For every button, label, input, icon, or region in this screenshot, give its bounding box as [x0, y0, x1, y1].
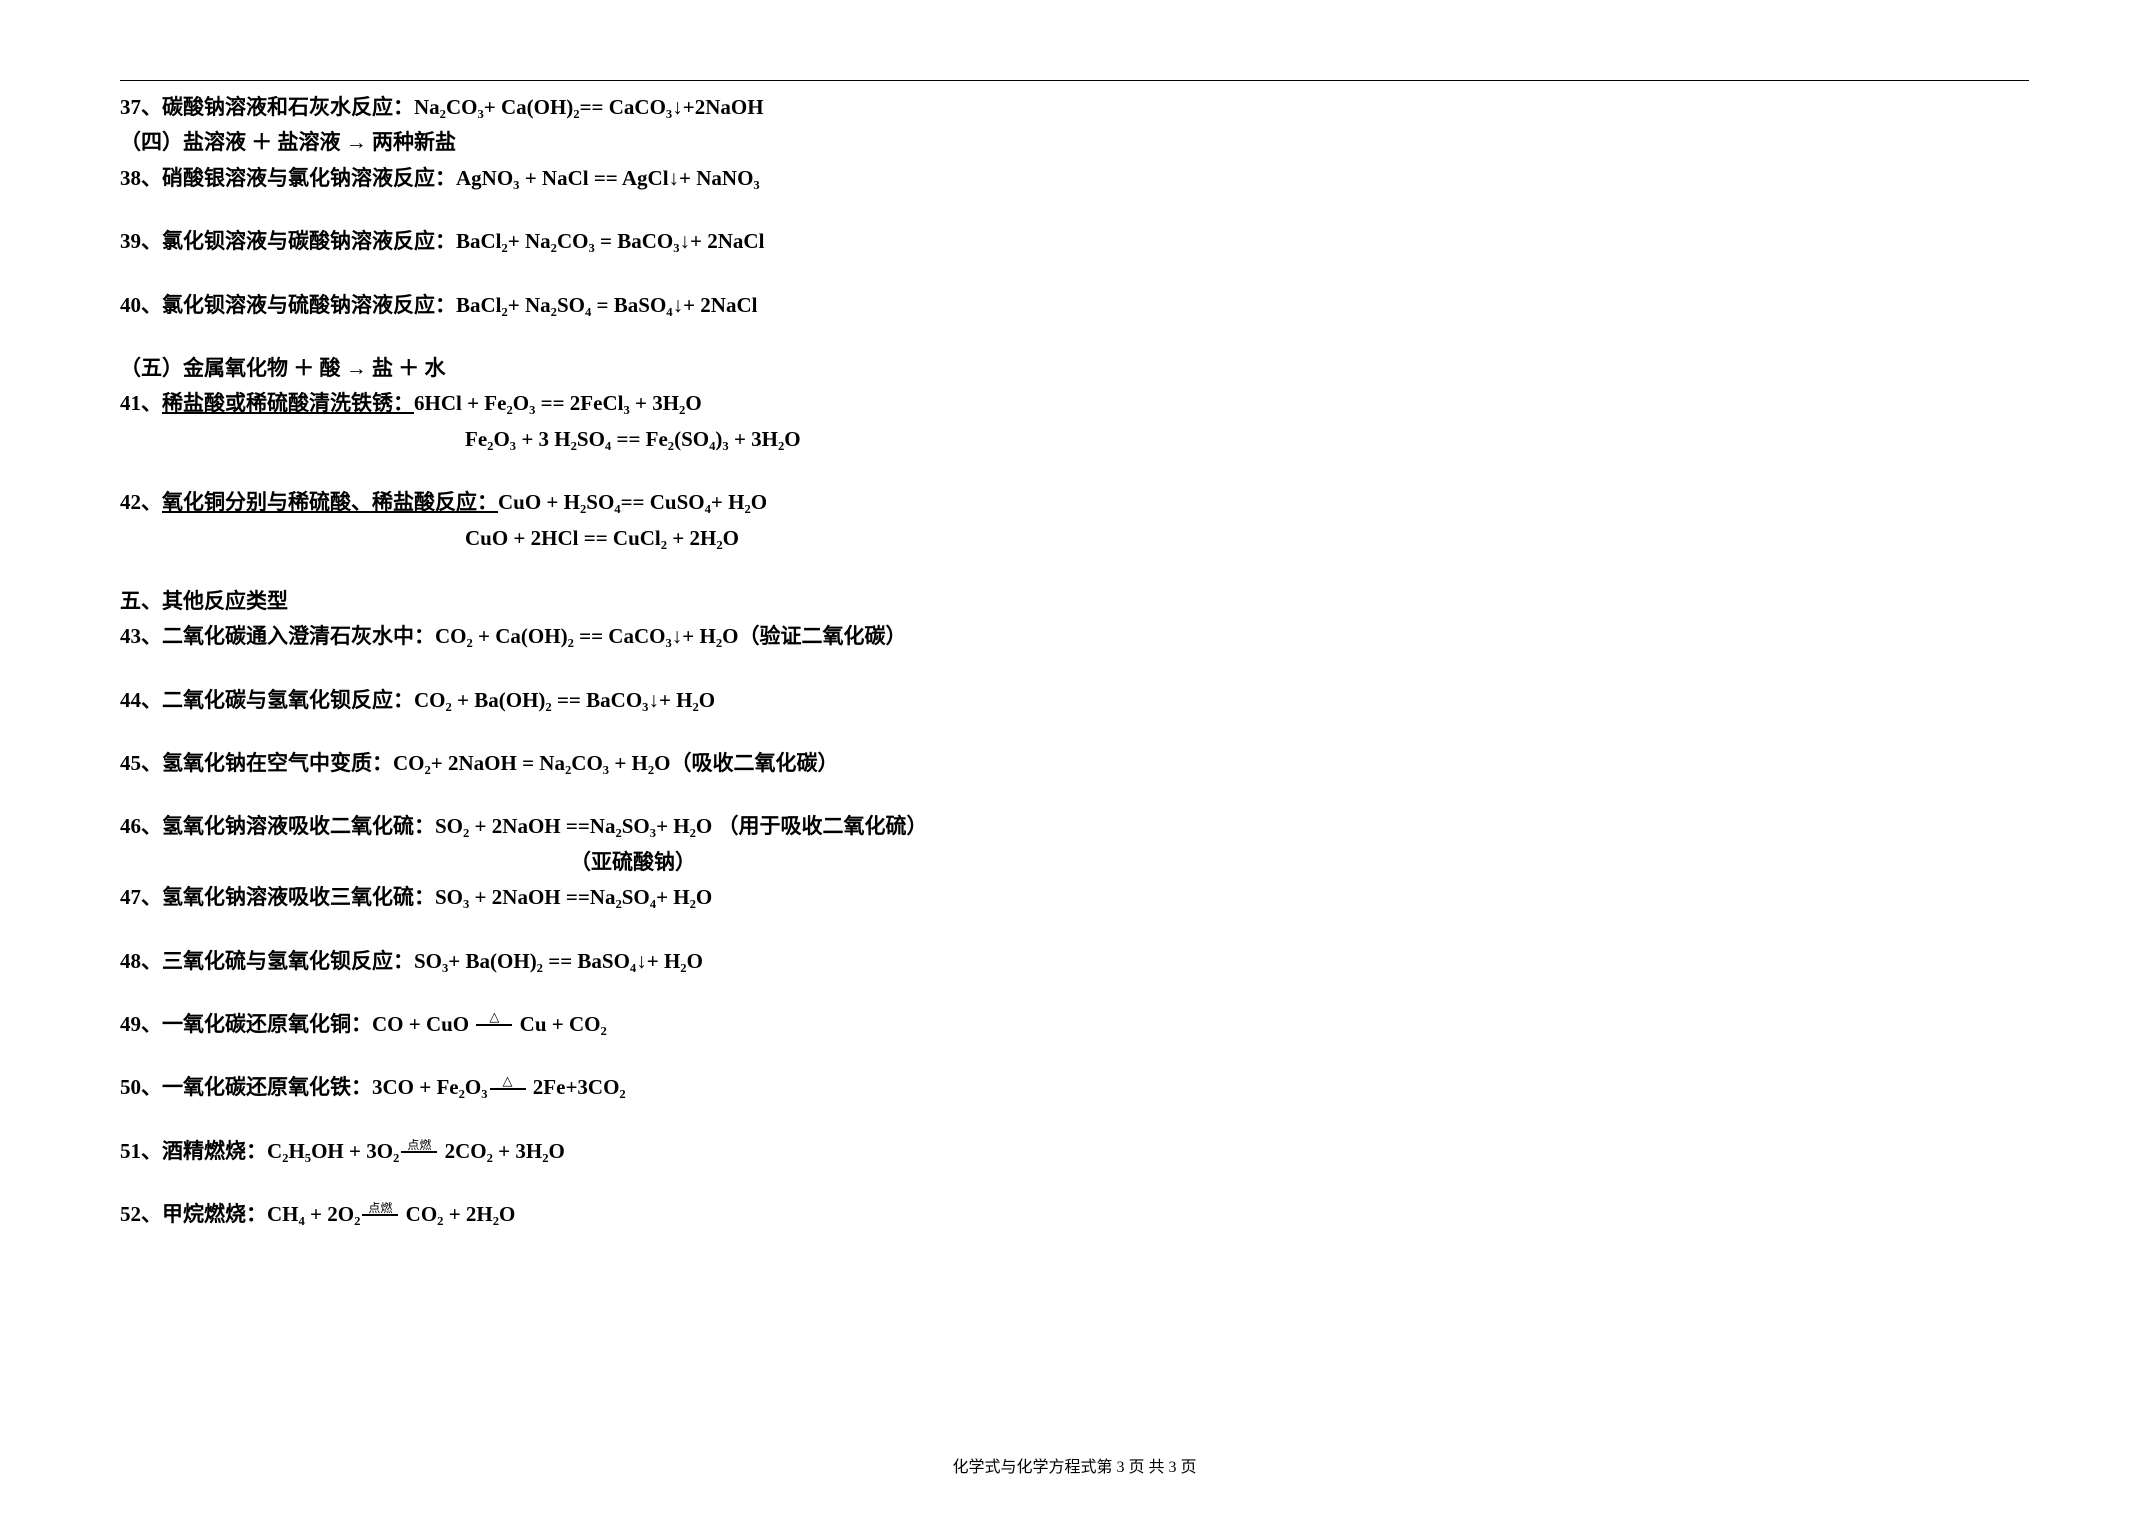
top-separator: [120, 80, 2029, 81]
equation-41-line2: Fe₂O₃ + 3 H₂SO₄ == Fe₂(SO₄)₃ + 3H₂O: [120, 425, 2029, 454]
document-content: 37、碳酸钠溶液和石灰水反应：Na₂CO₃+ Ca(OH)₂== CaCO₃↓+…: [120, 93, 2029, 1230]
equation-44: 44、二氧化碳与氢氧化钡反应：CO₂ + Ba(OH)₂ == BaCO₃↓+ …: [120, 686, 2029, 715]
equation-51-post: 2CO₂ + 3H₂O: [439, 1139, 564, 1163]
equation-43: 43、二氧化碳通入澄清石灰水中：CO₂ + Ca(OH)₂ == CaCO₃↓+…: [120, 622, 2029, 651]
equation-37: 37、碳酸钠溶液和石灰水反应：Na₂CO₃+ Ca(OH)₂== CaCO₃↓+…: [120, 93, 2029, 122]
equation-52: 52、甲烷燃烧：CH₄ + 2O₂ CO₂ + 2H₂O: [120, 1200, 2029, 1229]
equation-46: 46、氢氧化钠溶液吸收二氧化硫：SO₂ + 2NaOH ==Na₂SO₃+ H₂…: [120, 812, 2029, 841]
page-footer: 化学式与化学方程式第 3 页 共 3 页: [0, 1453, 2149, 1477]
equation-45: 45、氢氧化钠在空气中变质：CO₂+ 2NaOH = Na₂CO₃ + H₂O（…: [120, 749, 2029, 778]
equation-41-title: 稀盐酸或稀硫酸清洗铁锈：: [162, 391, 414, 415]
equation-49-post: Cu + CO₂: [514, 1012, 606, 1036]
equation-49: 49、一氧化碳还原氧化铜：CO + CuO Cu + CO₂: [120, 1010, 2029, 1039]
equation-51-pre: 51、酒精燃烧：C₂H₅OH + 3O₂: [120, 1139, 399, 1163]
equation-48: 48、三氧化硫与氢氧化钡反应：SO₃+ Ba(OH)₂ == BaSO₄↓+ H…: [120, 947, 2029, 976]
section-other-heading: 五、其他反应类型: [120, 587, 2029, 616]
equation-42-line1: 42、氧化铜分别与稀硫酸、稀盐酸反应：CuO + H₂SO₄== CuSO₄+ …: [120, 488, 2029, 517]
equation-41-eq1: 6HCl + Fe₂O₃ == 2FeCl₃ + 3H₂O: [414, 391, 702, 415]
section-5-heading: （五）金属氧化物 ＋ 酸 → 盐 ＋ 水: [120, 354, 2029, 383]
equation-50: 50、一氧化碳还原氧化铁：3CO + Fe₂O₃ 2Fe+3CO₂: [120, 1073, 2029, 1102]
equation-47: 47、氢氧化钠溶液吸收三氧化硫：SO₃ + 2NaOH ==Na₂SO₄+ H₂…: [120, 883, 2029, 912]
equation-38: 38、硝酸银溶液与氯化钠溶液反应：AgNO₃ + NaCl == AgCl↓+ …: [120, 164, 2029, 193]
equation-50-pre: 50、一氧化碳还原氧化铁：3CO + Fe₂O₃: [120, 1075, 488, 1099]
equation-41-prefix: 41、: [120, 391, 162, 415]
equation-52-post: CO₂ + 2H₂O: [400, 1202, 515, 1226]
equation-41-line1: 41、稀盐酸或稀硫酸清洗铁锈：6HCl + Fe₂O₃ == 2FeCl₃ + …: [120, 389, 2029, 418]
equation-51: 51、酒精燃烧：C₂H₅OH + 3O₂ 2CO₂ + 3H₂O: [120, 1137, 2029, 1166]
equation-42-line2: CuO + 2HCl == CuCl₂ + 2H₂O: [120, 524, 2029, 553]
equation-46-note: （亚硫酸钠）: [120, 848, 2029, 877]
equation-42-eq1: CuO + H₂SO₄== CuSO₄+ H₂O: [498, 490, 767, 514]
equation-50-post: 2Fe+3CO₂: [528, 1075, 626, 1099]
equation-52-pre: 52、甲烷燃烧：CH₄ + 2O₂: [120, 1202, 360, 1226]
section-4-heading: （四）盐溶液 ＋ 盐溶液 → 两种新盐: [120, 128, 2029, 157]
equation-39: 39、氯化钡溶液与碳酸钠溶液反应：BaCl₂+ Na₂CO₃ = BaCO₃↓+…: [120, 227, 2029, 256]
equation-42-title: 氧化铜分别与稀硫酸、稀盐酸反应：: [162, 490, 498, 514]
equation-49-pre: 49、一氧化碳还原氧化铜：CO + CuO: [120, 1012, 474, 1036]
equation-42-prefix: 42、: [120, 490, 162, 514]
equation-40: 40、氯化钡溶液与硫酸钠溶液反应：BaCl₂+ Na₂SO₄ = BaSO₄↓+…: [120, 291, 2029, 320]
